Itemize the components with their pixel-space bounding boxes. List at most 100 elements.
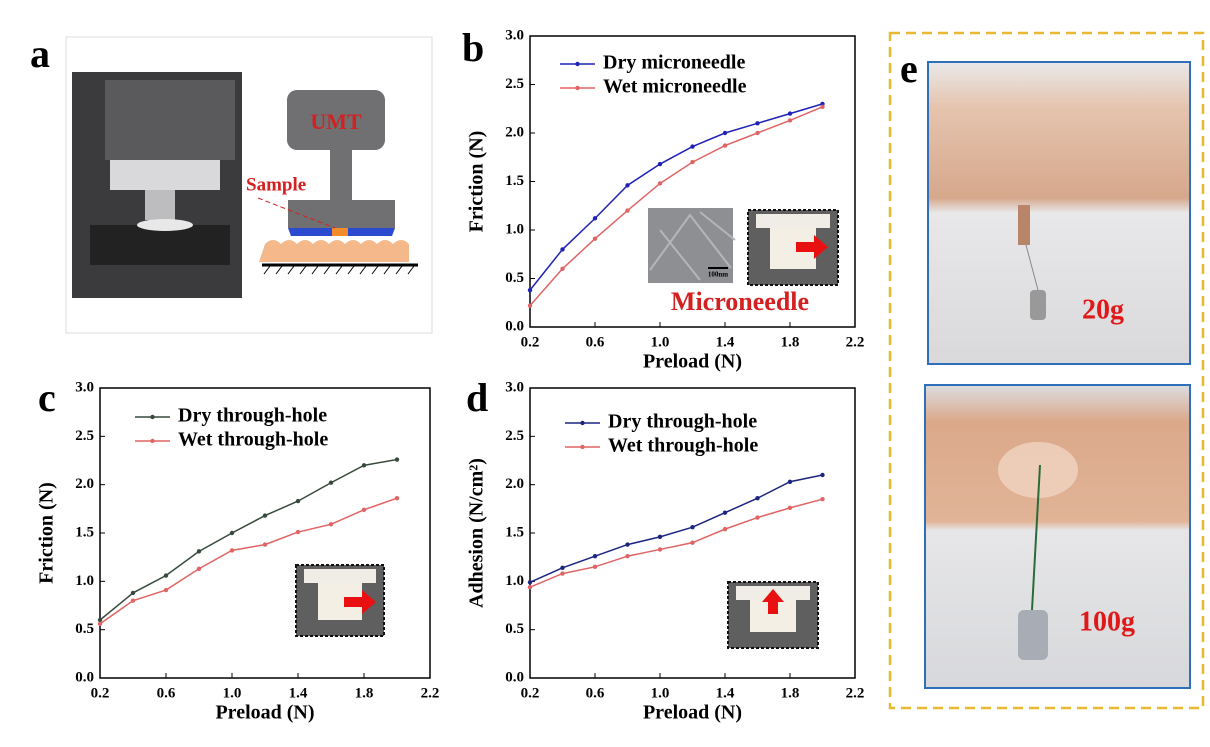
data-point: [592, 564, 598, 570]
y-axis-title: Friction (N): [466, 131, 488, 233]
data-point: [229, 530, 235, 536]
photo-detail: [137, 219, 193, 231]
x-tick-label: 1.4: [716, 685, 735, 701]
data-point: [820, 472, 825, 478]
series-line: [99, 497, 398, 625]
series-line: [99, 458, 398, 621]
arrow: [796, 235, 828, 259]
skin: [259, 240, 409, 262]
data-point: [755, 515, 760, 520]
panel-letter: d: [466, 375, 488, 420]
y-tick-label: 0.5: [505, 270, 524, 286]
data-point: [560, 266, 565, 271]
weight: [1030, 290, 1046, 320]
y-tick-label: 1.5: [505, 524, 524, 540]
x-axis-title: Preload (N): [643, 351, 742, 373]
hatch: [263, 265, 415, 275]
legend-swatch-dot: [580, 420, 585, 426]
hook: [1018, 205, 1030, 245]
inset-photo-detail: [304, 569, 376, 583]
data-point: [295, 498, 301, 504]
photo-detail: [145, 190, 175, 220]
y-tick-label: 3.0: [75, 379, 94, 395]
data-point: [196, 549, 202, 554]
data-point: [722, 143, 728, 148]
x-tick-label: 0.6: [586, 334, 605, 350]
data-point: [657, 161, 663, 167]
data-point: [196, 566, 202, 571]
data-point: [787, 111, 793, 116]
data-point: [560, 571, 565, 576]
data-point: [592, 236, 598, 241]
y-tick-label: 1.0: [75, 573, 94, 589]
x-tick-label: 2.2: [421, 685, 440, 701]
legend-swatch-dot: [150, 438, 155, 444]
x-tick-label: 1.8: [781, 334, 800, 350]
scale-label: 100nm: [708, 271, 728, 279]
data-point: [527, 580, 533, 585]
data-point: [755, 496, 760, 501]
data-point: [625, 542, 630, 547]
pointer: [257, 197, 336, 229]
panel-letter: c: [38, 375, 56, 420]
data-point: [527, 287, 533, 293]
data-point: [163, 573, 169, 578]
legend-label: Wet microneedle: [603, 76, 747, 98]
arrow: [762, 589, 784, 614]
panel-letter: b: [462, 25, 484, 70]
y-tick-label: 2.0: [505, 476, 524, 492]
sem-image: [648, 208, 733, 283]
y-tick-label: 2.5: [75, 428, 94, 444]
x-tick-label: 0.2: [521, 334, 540, 350]
data-point: [97, 621, 103, 627]
x-tick-label: 0.6: [157, 685, 176, 701]
data-point: [361, 507, 367, 512]
x-tick-label: 0.6: [586, 685, 605, 701]
patch: [998, 442, 1078, 498]
data-point: [394, 457, 400, 462]
umt-stem: [330, 150, 352, 202]
sample-label: Sample: [246, 174, 306, 195]
y-tick-label: 1.0: [505, 221, 524, 237]
y-tick-label: 3.0: [505, 379, 524, 395]
y-axis-title: Friction (N): [36, 482, 58, 584]
x-tick-label: 1.0: [651, 685, 670, 701]
weight-label: 100g: [1079, 606, 1135, 637]
legend-swatch-dot: [575, 61, 580, 67]
data-point: [787, 479, 793, 484]
legend-label: Wet through-hole: [178, 429, 328, 451]
x-tick-label: 2.2: [846, 685, 865, 701]
data-point: [657, 181, 663, 186]
photo: [927, 61, 1191, 365]
inset-photo-detail: [756, 214, 830, 228]
legend-swatch-dot: [150, 414, 155, 420]
y-tick-label: 0.0: [505, 318, 524, 334]
photo-detail: [90, 225, 230, 265]
data-point: [690, 144, 695, 149]
data-point: [163, 587, 169, 593]
y-tick-label: 0.0: [505, 669, 524, 685]
legend-swatch-dot: [580, 444, 585, 450]
data-point: [690, 540, 695, 545]
data-point: [592, 216, 598, 221]
data-point: [755, 130, 760, 136]
data-point: [262, 542, 268, 547]
panel-frame: [888, 31, 1205, 710]
series-line: [529, 106, 823, 307]
x-tick-label: 1.0: [223, 685, 242, 701]
data-point: [97, 617, 103, 623]
arrow: [344, 590, 376, 614]
data-point: [657, 534, 663, 540]
y-tick-label: 1.0: [505, 573, 524, 589]
string: [1031, 464, 1041, 611]
panel-letter: e: [900, 46, 918, 91]
data-point: [295, 529, 301, 535]
data-point: [787, 505, 793, 511]
panel-letter: a: [30, 31, 50, 76]
y-axis-title: Adhesion (N/cm²): [466, 458, 488, 608]
x-tick-label: 1.4: [716, 334, 735, 350]
sample-mark: [332, 228, 348, 236]
y-tick-label: 2.5: [505, 76, 524, 92]
data-point: [394, 496, 400, 501]
legend-label: Dry microneedle: [603, 52, 745, 74]
